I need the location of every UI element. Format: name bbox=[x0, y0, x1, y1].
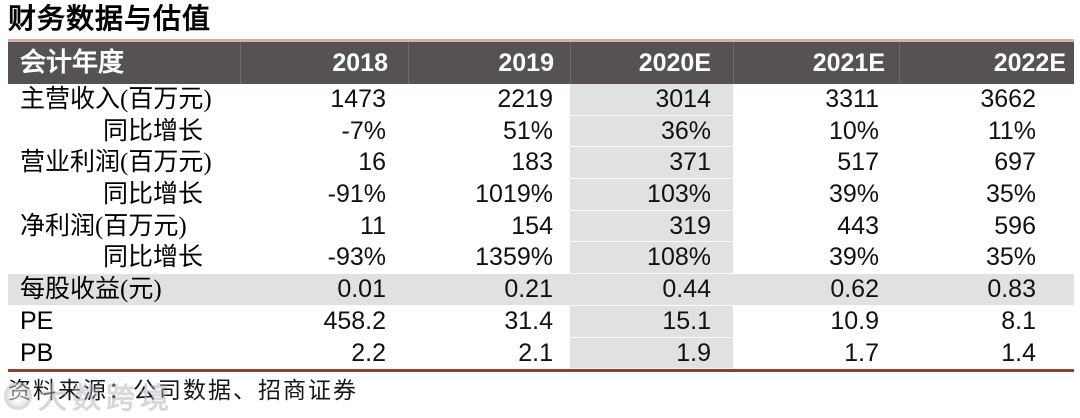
row-label: 同比增长 bbox=[102, 117, 203, 145]
cell-value: 35% bbox=[985, 180, 1036, 209]
cell-value: 1.7 bbox=[844, 338, 879, 367]
table-row: PB 2.2 2.1 1.9 1.7 1.4 bbox=[8, 337, 1074, 370]
cell-value: -7% bbox=[341, 116, 386, 145]
cell-value: 10% bbox=[828, 116, 879, 145]
cell-value: 1.4 bbox=[1001, 338, 1036, 367]
row-label: PB bbox=[20, 338, 54, 367]
table-body: 主营收入(百万元) 1473 2219 3014 3311 3662 同比增长 -7% 51% 3… bbox=[8, 84, 1074, 370]
header-cell-2022e: 2022E bbox=[899, 42, 1074, 84]
cell-value: 11% bbox=[987, 116, 1036, 145]
cell-value: 51% bbox=[502, 116, 553, 145]
table-row: 主营收入(百万元) 1473 2219 3014 3311 3662 bbox=[8, 84, 1074, 116]
row-label: 同比增长 bbox=[102, 244, 203, 272]
cell-value: 1019% bbox=[475, 180, 553, 209]
cell-value: 11 bbox=[360, 211, 386, 240]
header-cell-2021e: 2021E bbox=[733, 42, 899, 84]
page-title: 财务数据与估值 bbox=[8, 4, 212, 35]
cell-value: 443 bbox=[837, 211, 879, 240]
cell-value: 35% bbox=[985, 243, 1036, 272]
source-note: 资料来源：公司数据、招商证券 bbox=[8, 378, 358, 403]
financial-table: 会计年度 2018 2019 2020E 2021E 2022E 主营收入(百万… bbox=[8, 39, 1074, 373]
cell-value: 517 bbox=[837, 148, 879, 177]
cell-value: 1359% bbox=[475, 243, 553, 272]
cell-value: 3662 bbox=[980, 85, 1036, 113]
cell-value: 10.9 bbox=[830, 306, 879, 335]
row-label: 每股收益(元) bbox=[8, 274, 240, 306]
cell-value: 31.4 bbox=[504, 306, 553, 335]
cell-value: 39% bbox=[828, 180, 879, 209]
cell-value: 0.44 bbox=[570, 274, 733, 306]
cell-value: 108% bbox=[570, 242, 733, 275]
cell-value: 3311 bbox=[825, 85, 879, 113]
cell-value: 36% bbox=[570, 115, 733, 148]
cell-value: 0.83 bbox=[899, 274, 1074, 306]
cell-value: 1473 bbox=[330, 85, 386, 113]
cell-value: 154 bbox=[511, 211, 553, 240]
header-cell-fiscal-year: 会计年度 bbox=[20, 48, 125, 77]
table-row: 净利润(百万元) 11 154 319 443 596 bbox=[8, 210, 1074, 243]
table-row: PE 458.2 31.4 15.1 10.9 8.1 bbox=[8, 305, 1074, 338]
cell-value: 2.1 bbox=[518, 338, 553, 367]
cell-value: 2219 bbox=[497, 85, 553, 113]
cell-value: 3014 bbox=[570, 84, 733, 116]
cell-value: 697 bbox=[994, 148, 1036, 177]
cell-value: 0.62 bbox=[733, 274, 899, 306]
cell-value: 8.1 bbox=[1001, 306, 1036, 335]
header-cell-2019: 2019 bbox=[408, 42, 570, 84]
cell-value: 39% bbox=[828, 243, 879, 272]
table-row: 同比增长 -93% 1359% 108% 39% 35% bbox=[8, 242, 1074, 275]
cell-value: 0.21 bbox=[408, 274, 570, 306]
cell-value: 458.2 bbox=[323, 306, 386, 335]
cell-value: 16 bbox=[358, 148, 386, 177]
cell-value: 103% bbox=[570, 179, 733, 211]
cell-value: 183 bbox=[511, 148, 553, 177]
cell-value: 1.9 bbox=[570, 337, 733, 370]
row-label: 同比增长 bbox=[102, 181, 203, 209]
table-row: 每股收益(元) 0.01 0.21 0.44 0.62 0.83 bbox=[8, 274, 1074, 306]
header-cell-2020e: 2020E bbox=[570, 42, 733, 84]
table-row: 营业利润(百万元) 16 183 371 517 697 bbox=[8, 147, 1074, 180]
cell-value: 2.2 bbox=[351, 338, 386, 367]
cell-value: -93% bbox=[327, 243, 386, 272]
cell-value: 596 bbox=[994, 211, 1036, 240]
row-label: 主营收入(百万元) bbox=[20, 86, 212, 113]
table-header-row: 会计年度 2018 2019 2020E 2021E 2022E bbox=[8, 42, 1074, 84]
cell-value: -91% bbox=[327, 180, 386, 209]
row-label: 营业利润(百万元) bbox=[20, 149, 212, 177]
table-row: 同比增长 -7% 51% 36% 10% 11% bbox=[8, 115, 1074, 148]
cell-value: 0.01 bbox=[240, 274, 408, 306]
row-label: 净利润(百万元) bbox=[20, 212, 187, 240]
cell-value: 371 bbox=[570, 147, 733, 180]
cell-value: 319 bbox=[570, 210, 733, 243]
row-label: PE bbox=[20, 306, 54, 335]
cell-value: 15.1 bbox=[570, 305, 733, 338]
header-cell-2018: 2018 bbox=[240, 42, 408, 84]
table-row: 同比增长 -91% 1019% 103% 39% 35% bbox=[8, 179, 1074, 211]
